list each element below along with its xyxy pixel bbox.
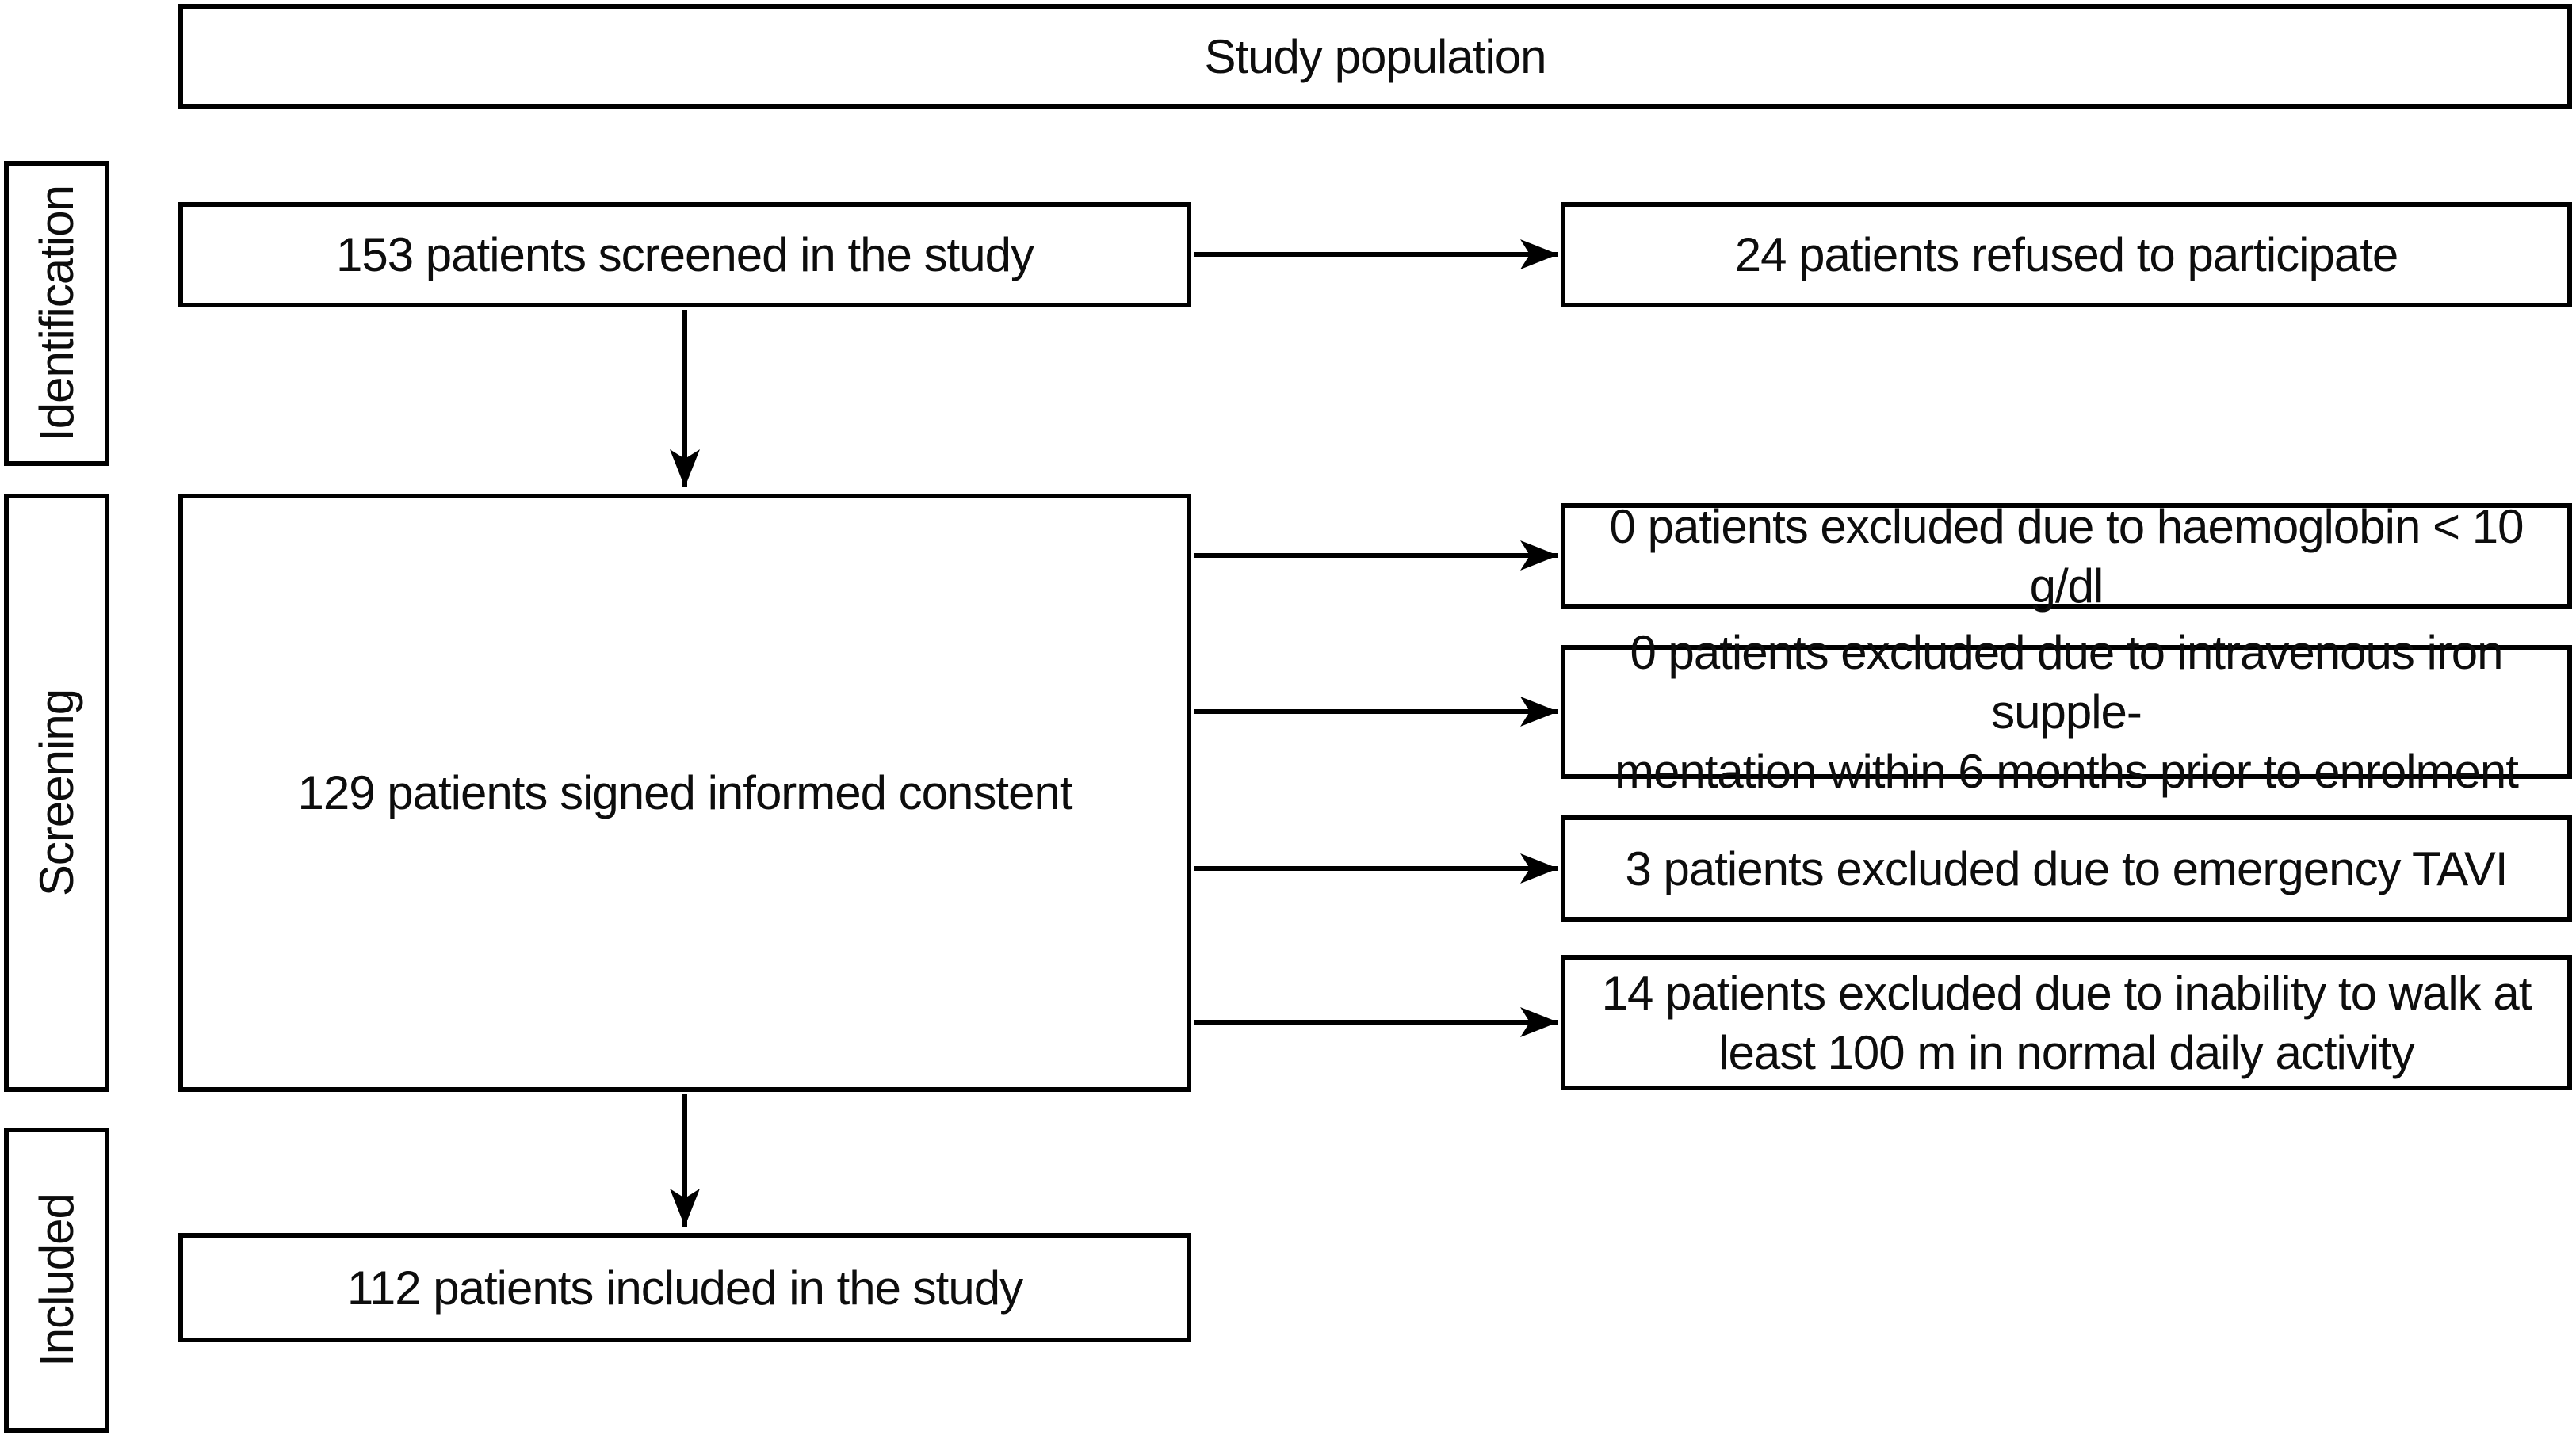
patients-included-label: 112 patients included in the study	[346, 1261, 1023, 1315]
stage-identification-label: Identification	[30, 185, 84, 441]
patients-screened-box: 153 patients screened in the study	[178, 202, 1191, 307]
stage-included-label: Included	[30, 1193, 84, 1367]
excluded-walk-inability-box: 14 patients excluded due to inability to…	[1561, 955, 2572, 1090]
stage-screening-box: Screening	[4, 494, 109, 1092]
patients-included-box: 112 patients included in the study	[178, 1233, 1191, 1342]
patients-consent-label: 129 patients signed informed constent	[297, 766, 1073, 819]
patients-screened-label: 153 patients screened in the study	[336, 228, 1034, 281]
patients-refused-box: 24 patients refused to participate	[1561, 202, 2572, 307]
stage-screening-label: Screening	[30, 689, 83, 897]
study-population-label: Study population	[1204, 29, 1546, 83]
stage-included-box: Included	[4, 1128, 109, 1433]
patients-consent-box: 129 patients signed informed constent	[178, 494, 1191, 1092]
excluded-iron-supplementation-label: 0 patients excluded due to intravenous i…	[1615, 626, 2519, 798]
excluded-iron-supplementation-box: 0 patients excluded due to intravenous i…	[1561, 626, 2572, 798]
patients-refused-label: 24 patients refused to participate	[1734, 228, 2399, 281]
excluded-haemoglobin-box: 0 patients excluded due to haemoglobin <…	[1561, 500, 2572, 613]
excluded-emergency-tavi-box: 3 patients excluded due to emergency TAV…	[1561, 815, 2572, 922]
stage-identification-box: Identification	[4, 161, 109, 466]
study-population-box: Study population	[178, 4, 2572, 109]
excluded-haemoglobin-label: 0 patients excluded due to haemoglobin <…	[1609, 499, 2524, 613]
excluded-emergency-tavi-label: 3 patients excluded due to emergency TAV…	[1625, 842, 2508, 895]
excluded-walk-inability-label: 14 patients excluded due to inability to…	[1601, 966, 2532, 1079]
